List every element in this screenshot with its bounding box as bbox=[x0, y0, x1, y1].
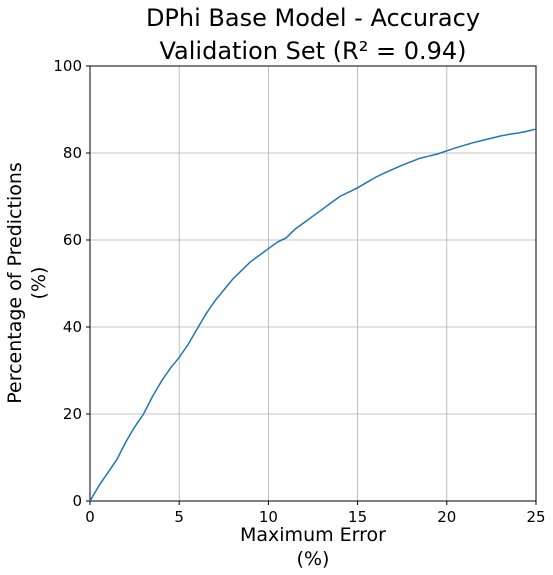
y-tick-label: 80 bbox=[63, 144, 82, 162]
grid bbox=[89, 65, 537, 502]
x-axis-label-line1: Maximum Error bbox=[240, 524, 386, 546]
series-line bbox=[89, 128, 537, 502]
ticks: 0 5 10 15 20 25 0 20 40 60 80 100 bbox=[53, 57, 545, 526]
y-axis-label-line2: (%) bbox=[28, 267, 50, 300]
chart-title-line2: Validation Set (R² = 0.94) bbox=[159, 37, 466, 65]
x-tick-label: 10 bbox=[259, 508, 278, 526]
x-tick-label: 15 bbox=[348, 508, 367, 526]
x-axis-label-line2: (%) bbox=[297, 548, 330, 570]
plot-frame bbox=[89, 65, 537, 502]
y-tick-label: 60 bbox=[63, 231, 82, 249]
chart-title-line1: DPhi Base Model - Accuracy bbox=[146, 4, 480, 32]
x-tick-label: 0 bbox=[85, 508, 95, 526]
x-tick-label: 5 bbox=[174, 508, 184, 526]
y-axis-label-line1: Percentage of Predictions bbox=[4, 162, 26, 404]
y-tick-label: 40 bbox=[63, 318, 82, 336]
y-tick-label: 0 bbox=[72, 492, 82, 510]
y-tick-label: 20 bbox=[63, 405, 82, 423]
y-tick-label: 100 bbox=[53, 57, 82, 75]
x-tick-label: 20 bbox=[437, 508, 456, 526]
x-tick-label: 25 bbox=[526, 508, 545, 526]
